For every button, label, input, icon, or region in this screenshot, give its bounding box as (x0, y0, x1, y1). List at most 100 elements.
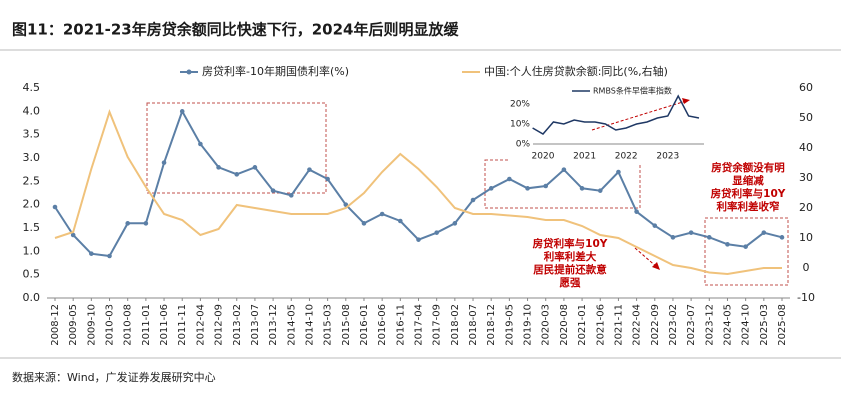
arrow-head (682, 98, 690, 104)
y-tick-label: 1.5 (23, 221, 41, 234)
point (52, 204, 58, 210)
point (216, 165, 221, 170)
annotation: 利率利差大 (544, 250, 597, 263)
y2-tick-label: 40 (799, 141, 813, 154)
x-tick-label: 2015-08 (341, 304, 352, 346)
point (143, 221, 149, 226)
point (725, 242, 730, 247)
highlight-box (146, 102, 327, 194)
x-tick-label: 2018-07 (468, 304, 479, 346)
x-tick-label: 2011-11 (177, 304, 188, 346)
y-tick-label: 3.5 (23, 128, 41, 141)
x-tick-label: 2023-02 (668, 304, 679, 346)
x-tick-label: 2019-10 (523, 304, 534, 346)
x-tick-label: 2022-04 (632, 304, 643, 346)
x-tick-label: 2009-10 (86, 304, 97, 346)
series-line (54, 109, 782, 276)
point (561, 167, 567, 172)
x-tick-label: 2019-05 (504, 304, 515, 346)
point (616, 169, 621, 175)
x-tick-label: 2020-03 (541, 304, 552, 346)
x-tick-label: 2014-05 (286, 304, 297, 346)
point (70, 232, 76, 238)
inset-x-tick-label: 2023 (656, 152, 679, 162)
x-tick-label: 2011-01 (141, 304, 152, 346)
point (543, 183, 549, 189)
x-tick-label: 2012-09 (214, 304, 225, 346)
highlight-box (704, 217, 789, 286)
point (252, 165, 258, 170)
x-tick-label: 2016-11 (395, 304, 406, 346)
legend-label: 房贷利率-10年期国债利率(%) (202, 64, 349, 78)
x-tick-label: 2012-04 (195, 304, 206, 346)
x-tick-label: 2010-08 (123, 304, 134, 346)
point (270, 188, 276, 193)
highlight-box (484, 159, 641, 209)
point (416, 237, 421, 242)
annotation: 愿强 (560, 277, 581, 289)
y2-tick-label: 20 (799, 201, 813, 214)
y2-tick-label: 10 (799, 231, 813, 244)
annotation: 居民提前还款意 (533, 263, 607, 276)
y-tick-label: 4.5 (23, 81, 41, 94)
x-tick-label: 2010-03 (105, 304, 116, 346)
x-tick-label: 2009-05 (68, 304, 79, 346)
point (179, 109, 185, 114)
annotation: 显缩减 (732, 174, 764, 187)
inset-y-tick-label: 10% (510, 120, 530, 130)
point (688, 230, 694, 235)
inset-y-tick-label: 20% (510, 100, 530, 110)
point (652, 223, 658, 228)
x-tick-label: 2021-06 (595, 304, 606, 346)
x-tick-label: 2014-10 (304, 304, 315, 346)
x-tick-label: 2023-07 (686, 304, 697, 346)
series-line (532, 94, 700, 135)
y2-tick-label: 50 (799, 111, 813, 124)
point (379, 211, 385, 217)
point (234, 172, 240, 177)
legend-label: 中国:个人住房贷款余额:同比(%,右轴) (484, 64, 668, 78)
annotation: 利率利差收窄 (717, 200, 780, 213)
point (670, 235, 676, 240)
x-tick-label: 2016-01 (359, 304, 370, 346)
x-tick-label: 2018-02 (450, 304, 461, 346)
point (398, 218, 403, 224)
x-tick-label: 2024-05 (722, 304, 733, 346)
x-tick-label: 2024-10 (741, 304, 752, 346)
point (161, 160, 167, 165)
inset-x-tick-label: 2021 (573, 152, 596, 162)
annotation: 房贷利率与10Y (711, 187, 786, 200)
x-tick-label: 2017-09 (432, 304, 443, 346)
y2-tick-label: 30 (799, 171, 813, 184)
point (597, 188, 603, 193)
point (288, 193, 294, 198)
point (779, 235, 785, 240)
x-tick-label: 2011-06 (159, 304, 170, 346)
y-tick-label: 1.0 (23, 244, 41, 257)
x-tick-label: 2023-12 (704, 304, 715, 346)
point (579, 186, 585, 191)
inset-x-tick-label: 2020 (532, 152, 555, 162)
annotation: 房贷利率与10Y (533, 237, 608, 250)
legend-marker (186, 69, 192, 75)
x-tick-label: 2017-04 (414, 304, 425, 346)
annotation: 房贷余额没有明 (711, 161, 785, 174)
point (125, 221, 130, 226)
point (307, 167, 312, 172)
x-tick-label: 2021-01 (577, 304, 588, 346)
point (507, 176, 512, 182)
inset-legend-label: RMBS条件早偿率指数 (593, 86, 672, 96)
y-tick-label: 3.0 (23, 151, 41, 164)
x-tick-label: 2025-08 (777, 304, 788, 346)
y2-tick-label: 0 (803, 261, 810, 274)
inset-y-tick-label: 0% (516, 140, 531, 150)
x-tick-label: 2020-08 (559, 304, 570, 346)
point (89, 251, 94, 256)
arrow (634, 247, 659, 269)
point (761, 230, 767, 235)
point (634, 209, 639, 214)
y-tick-label: 2.5 (23, 174, 41, 187)
x-tick-label: 2008-12 (50, 304, 61, 346)
